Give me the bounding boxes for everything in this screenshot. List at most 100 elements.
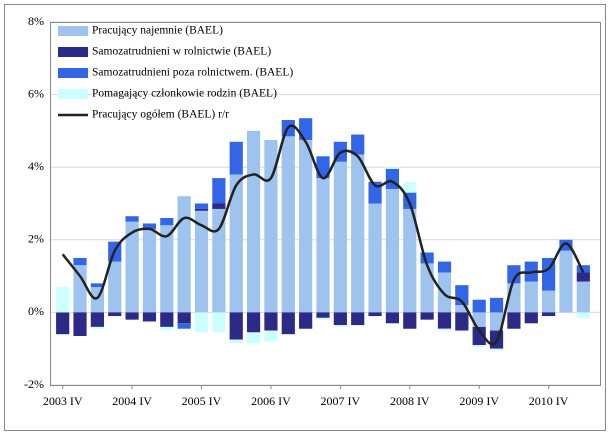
bar <box>368 312 382 317</box>
legend-label: Pomagający członkowie rodzin (BAEL) <box>92 88 277 100</box>
bar <box>472 299 486 313</box>
y-tick-label: 4% <box>28 159 44 173</box>
bar <box>507 312 521 329</box>
bar <box>160 225 174 313</box>
bar <box>194 208 209 211</box>
bar <box>73 265 87 313</box>
y-tick-label: 6% <box>28 86 44 100</box>
bar <box>403 181 417 193</box>
bar <box>125 221 139 313</box>
bar <box>351 134 365 155</box>
bar <box>194 203 209 209</box>
x-tick-label: 2010 IV <box>529 394 569 408</box>
bar <box>212 312 226 333</box>
bar <box>576 265 590 273</box>
bar <box>264 139 278 313</box>
bar <box>90 283 104 287</box>
legend-label: Samozatrudnieni poza rolnictwem. (BAEL) <box>92 67 293 79</box>
bar <box>73 257 87 266</box>
bar <box>229 339 243 344</box>
x-tick-label: 2008 IV <box>390 394 430 408</box>
bar <box>212 178 226 204</box>
bar <box>56 312 70 335</box>
bar <box>194 312 209 333</box>
bar <box>90 326 104 329</box>
bar <box>264 312 278 331</box>
bar <box>420 312 434 320</box>
bar <box>177 312 191 324</box>
bar <box>125 216 139 222</box>
bar <box>108 312 122 317</box>
bar <box>229 141 243 175</box>
bar <box>246 332 261 344</box>
bar <box>212 208 226 313</box>
bar <box>229 312 243 340</box>
x-tick-label: 2004 IV <box>112 394 152 408</box>
bar <box>316 317 330 320</box>
bar <box>281 136 295 313</box>
bar <box>160 312 174 327</box>
bar <box>264 330 278 342</box>
legend-label: Pracujący najemnie (BAEL) <box>92 25 223 37</box>
y-tick-label: -2% <box>24 377 44 391</box>
bar <box>160 218 174 226</box>
bar <box>333 312 347 326</box>
bar <box>229 174 243 313</box>
bar <box>524 312 538 324</box>
bar <box>142 228 157 313</box>
bar <box>559 239 573 251</box>
bar <box>542 312 556 317</box>
bar <box>385 188 400 313</box>
bar <box>299 139 313 313</box>
bar <box>299 312 313 329</box>
bar <box>281 312 295 335</box>
bar <box>437 328 452 331</box>
bar <box>507 265 521 284</box>
bar <box>177 323 191 329</box>
x-tick-label: 2003 IV <box>43 394 83 408</box>
bar <box>403 208 417 313</box>
y-tick-label: 8% <box>28 14 44 28</box>
bar <box>472 326 486 346</box>
bar <box>351 154 365 313</box>
bar <box>420 263 434 313</box>
bar <box>542 290 556 313</box>
bar <box>177 196 191 313</box>
bar <box>246 312 261 333</box>
x-tick-label: 2009 IV <box>459 394 499 408</box>
bar <box>316 178 330 313</box>
bar <box>403 312 417 329</box>
bar <box>472 345 486 347</box>
legend-swatch <box>58 47 88 57</box>
bar <box>316 312 330 318</box>
bar <box>333 325 347 327</box>
bar <box>576 272 590 282</box>
bar <box>368 203 382 313</box>
bar <box>56 286 70 313</box>
bar <box>437 261 452 273</box>
bar <box>333 161 347 313</box>
bar <box>437 312 452 329</box>
x-tick-label: 2005 IV <box>182 394 222 408</box>
bar <box>212 203 226 209</box>
bar <box>489 297 504 313</box>
y-tick-label: 2% <box>28 232 44 246</box>
bar <box>559 250 573 313</box>
x-tick-label: 2007 IV <box>321 394 361 408</box>
bar <box>160 326 174 331</box>
bar <box>246 130 261 313</box>
legend-swatch <box>58 26 88 36</box>
bar <box>455 312 469 331</box>
plot-frame <box>50 22 601 386</box>
bar <box>142 223 157 229</box>
bar <box>108 261 122 313</box>
bar <box>576 312 590 318</box>
bar <box>524 281 538 313</box>
bar <box>420 252 434 264</box>
legend-label: Pracujący ogółem (BAEL) r/r <box>92 109 229 121</box>
y-tick-label: 0% <box>28 304 44 318</box>
legend-swatch <box>58 89 88 99</box>
x-tick-label: 2006 IV <box>251 394 291 408</box>
bar <box>385 167 400 170</box>
